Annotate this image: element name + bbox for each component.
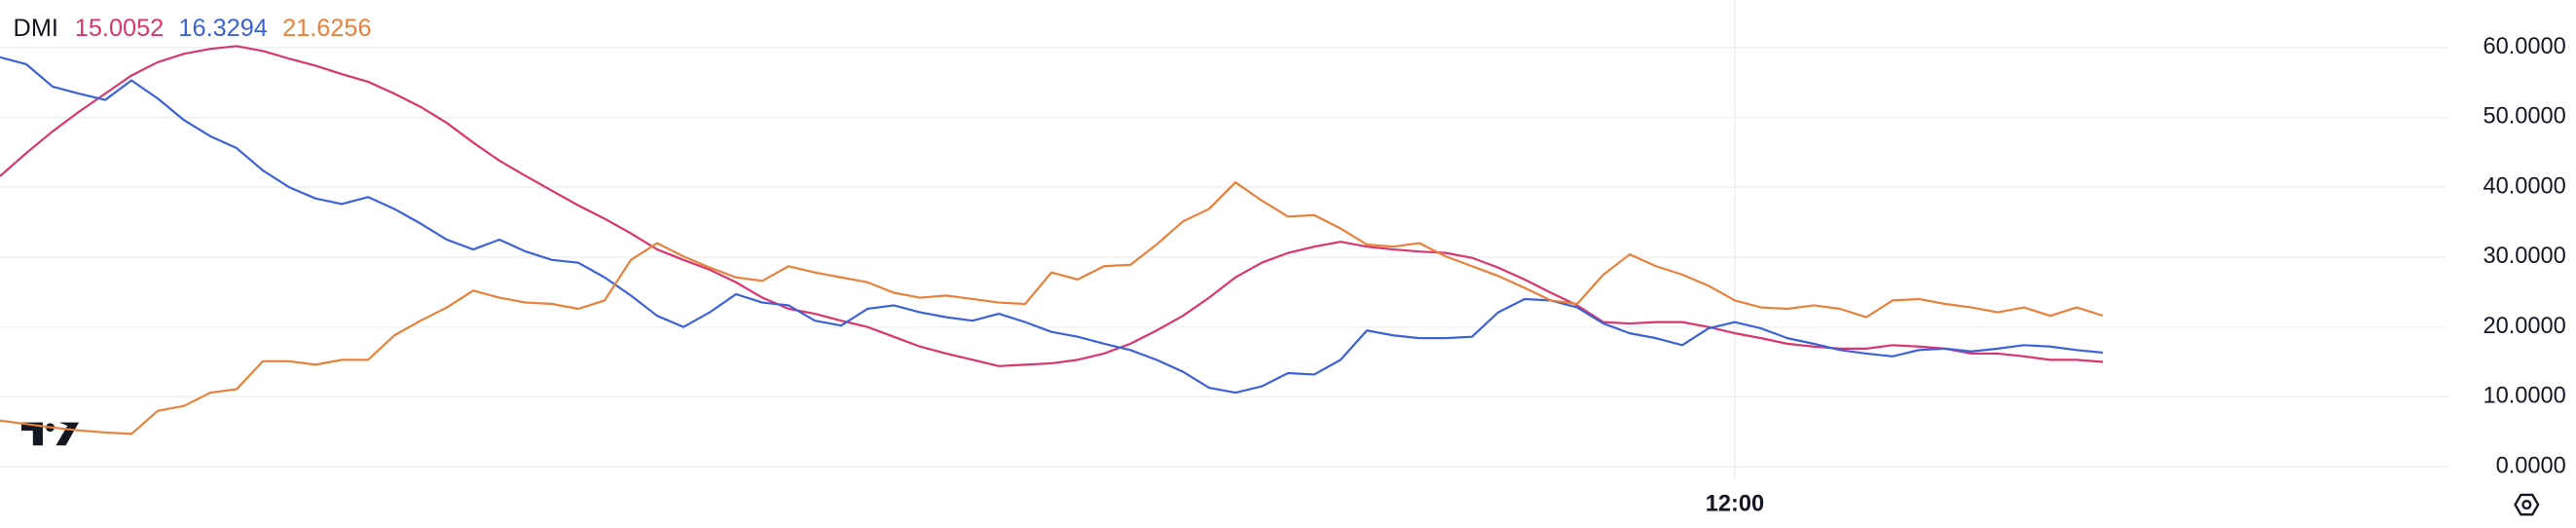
legend-value: 16.3294 [178,15,267,42]
y-tick-label: 30.0000 [2483,244,2565,269]
overlay: 0.0000 10.0000 20.0000 30.0000 40.0000 50.000… [0,15,2566,516]
legend-value: 21.6256 [282,15,371,42]
x-tick-label: 12:00 [1706,491,1764,516]
logo [20,422,80,446]
y-tick-label: 0.0000 [2496,453,2566,478]
y-tick-label: 50.0000 [2483,104,2565,130]
line [0,56,2104,395]
legend-value: 15.0052 [75,15,164,42]
y-tick-label: 20.0000 [2483,314,2565,339]
chart-title: DMI [14,15,58,42]
settings-icon[interactable] [2514,493,2540,516]
line [0,181,2104,435]
line [0,45,2104,367]
y-tick-label: 10.0000 [2483,384,2565,409]
y-tick-label: 60.0000 [2483,34,2565,59]
y-tick-label: 40.0000 [2483,173,2565,199]
